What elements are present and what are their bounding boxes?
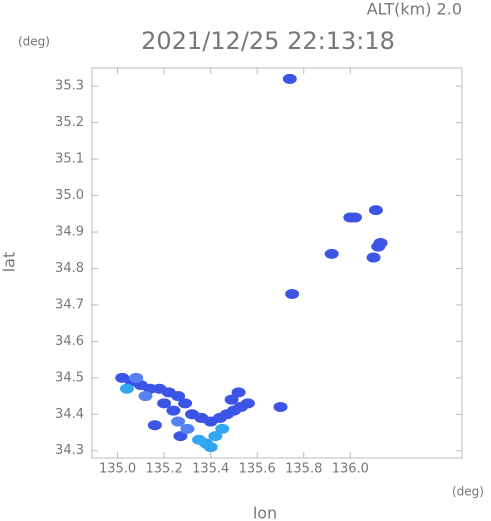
- x-axis-label: lon: [253, 504, 277, 521]
- echo-point: [119, 383, 134, 394]
- y-tick-label: 34.7: [55, 297, 84, 312]
- x-tick-label: 135.4: [192, 462, 229, 477]
- y-tick-label: 35.0: [55, 188, 84, 203]
- echo-point: [347, 212, 362, 223]
- x-tick-label: 135.2: [146, 462, 183, 477]
- echo-point: [180, 423, 195, 434]
- echo-point: [285, 288, 300, 299]
- echo-point: [157, 398, 172, 409]
- y-tick-label: 34.4: [55, 407, 84, 422]
- echo-point: [373, 237, 388, 248]
- echo-point: [138, 391, 153, 402]
- y-tick-label: 35.1: [55, 152, 84, 167]
- echo-point: [166, 405, 181, 416]
- echo-point: [324, 248, 339, 259]
- x-tick-label: 135.0: [99, 462, 136, 477]
- y-tick-label: 34.8: [55, 261, 84, 276]
- echo-point: [173, 431, 188, 442]
- echo-point: [240, 398, 255, 409]
- x-tick-label: 136.0: [332, 462, 369, 477]
- y-tick-label: 34.5: [55, 370, 84, 385]
- echo-point: [147, 420, 162, 431]
- y-tick-label: 35.2: [55, 115, 84, 130]
- echo-point: [208, 431, 223, 442]
- echo-point: [215, 423, 230, 434]
- y-unit: (deg): [18, 35, 50, 49]
- echo-point: [231, 387, 246, 398]
- echo-point: [273, 401, 288, 412]
- echo-point: [366, 252, 381, 263]
- x-unit: (deg): [452, 485, 484, 499]
- echo-point: [178, 398, 193, 409]
- echo-point: [368, 205, 383, 216]
- chart-title: 2021/12/25 22:13:18: [141, 27, 395, 55]
- y-tick-label: 35.3: [55, 79, 84, 94]
- y-tick-label: 34.3: [55, 443, 84, 458]
- y-axis-label: lat: [0, 252, 19, 273]
- y-tick-label: 34.9: [55, 225, 84, 240]
- x-tick-label: 135.6: [239, 462, 276, 477]
- y-tick-label: 34.6: [55, 334, 84, 349]
- echo-point: [224, 394, 239, 405]
- altitude-label: ALT(km) 2.0: [367, 0, 462, 19]
- echo-point: [282, 73, 297, 84]
- echo-point: [171, 416, 186, 427]
- echo-point: [203, 442, 218, 453]
- echo-point: [171, 391, 186, 402]
- plot-frame: [91, 67, 463, 459]
- echo-point: [129, 372, 144, 383]
- x-tick-label: 135.8: [285, 462, 322, 477]
